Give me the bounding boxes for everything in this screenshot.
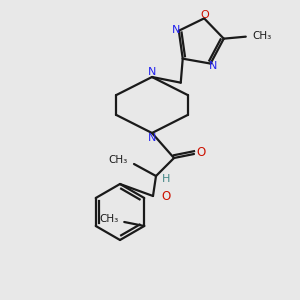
Text: N: N <box>172 25 180 35</box>
Text: N: N <box>209 61 218 70</box>
Text: O: O <box>196 146 206 158</box>
Text: O: O <box>201 11 209 20</box>
Text: CH₃: CH₃ <box>99 214 118 224</box>
Text: H: H <box>162 174 170 184</box>
Text: CH₃: CH₃ <box>109 155 128 165</box>
Text: N: N <box>148 133 156 143</box>
Text: O: O <box>161 190 170 203</box>
Text: N: N <box>148 67 156 77</box>
Text: CH₃: CH₃ <box>253 31 272 41</box>
